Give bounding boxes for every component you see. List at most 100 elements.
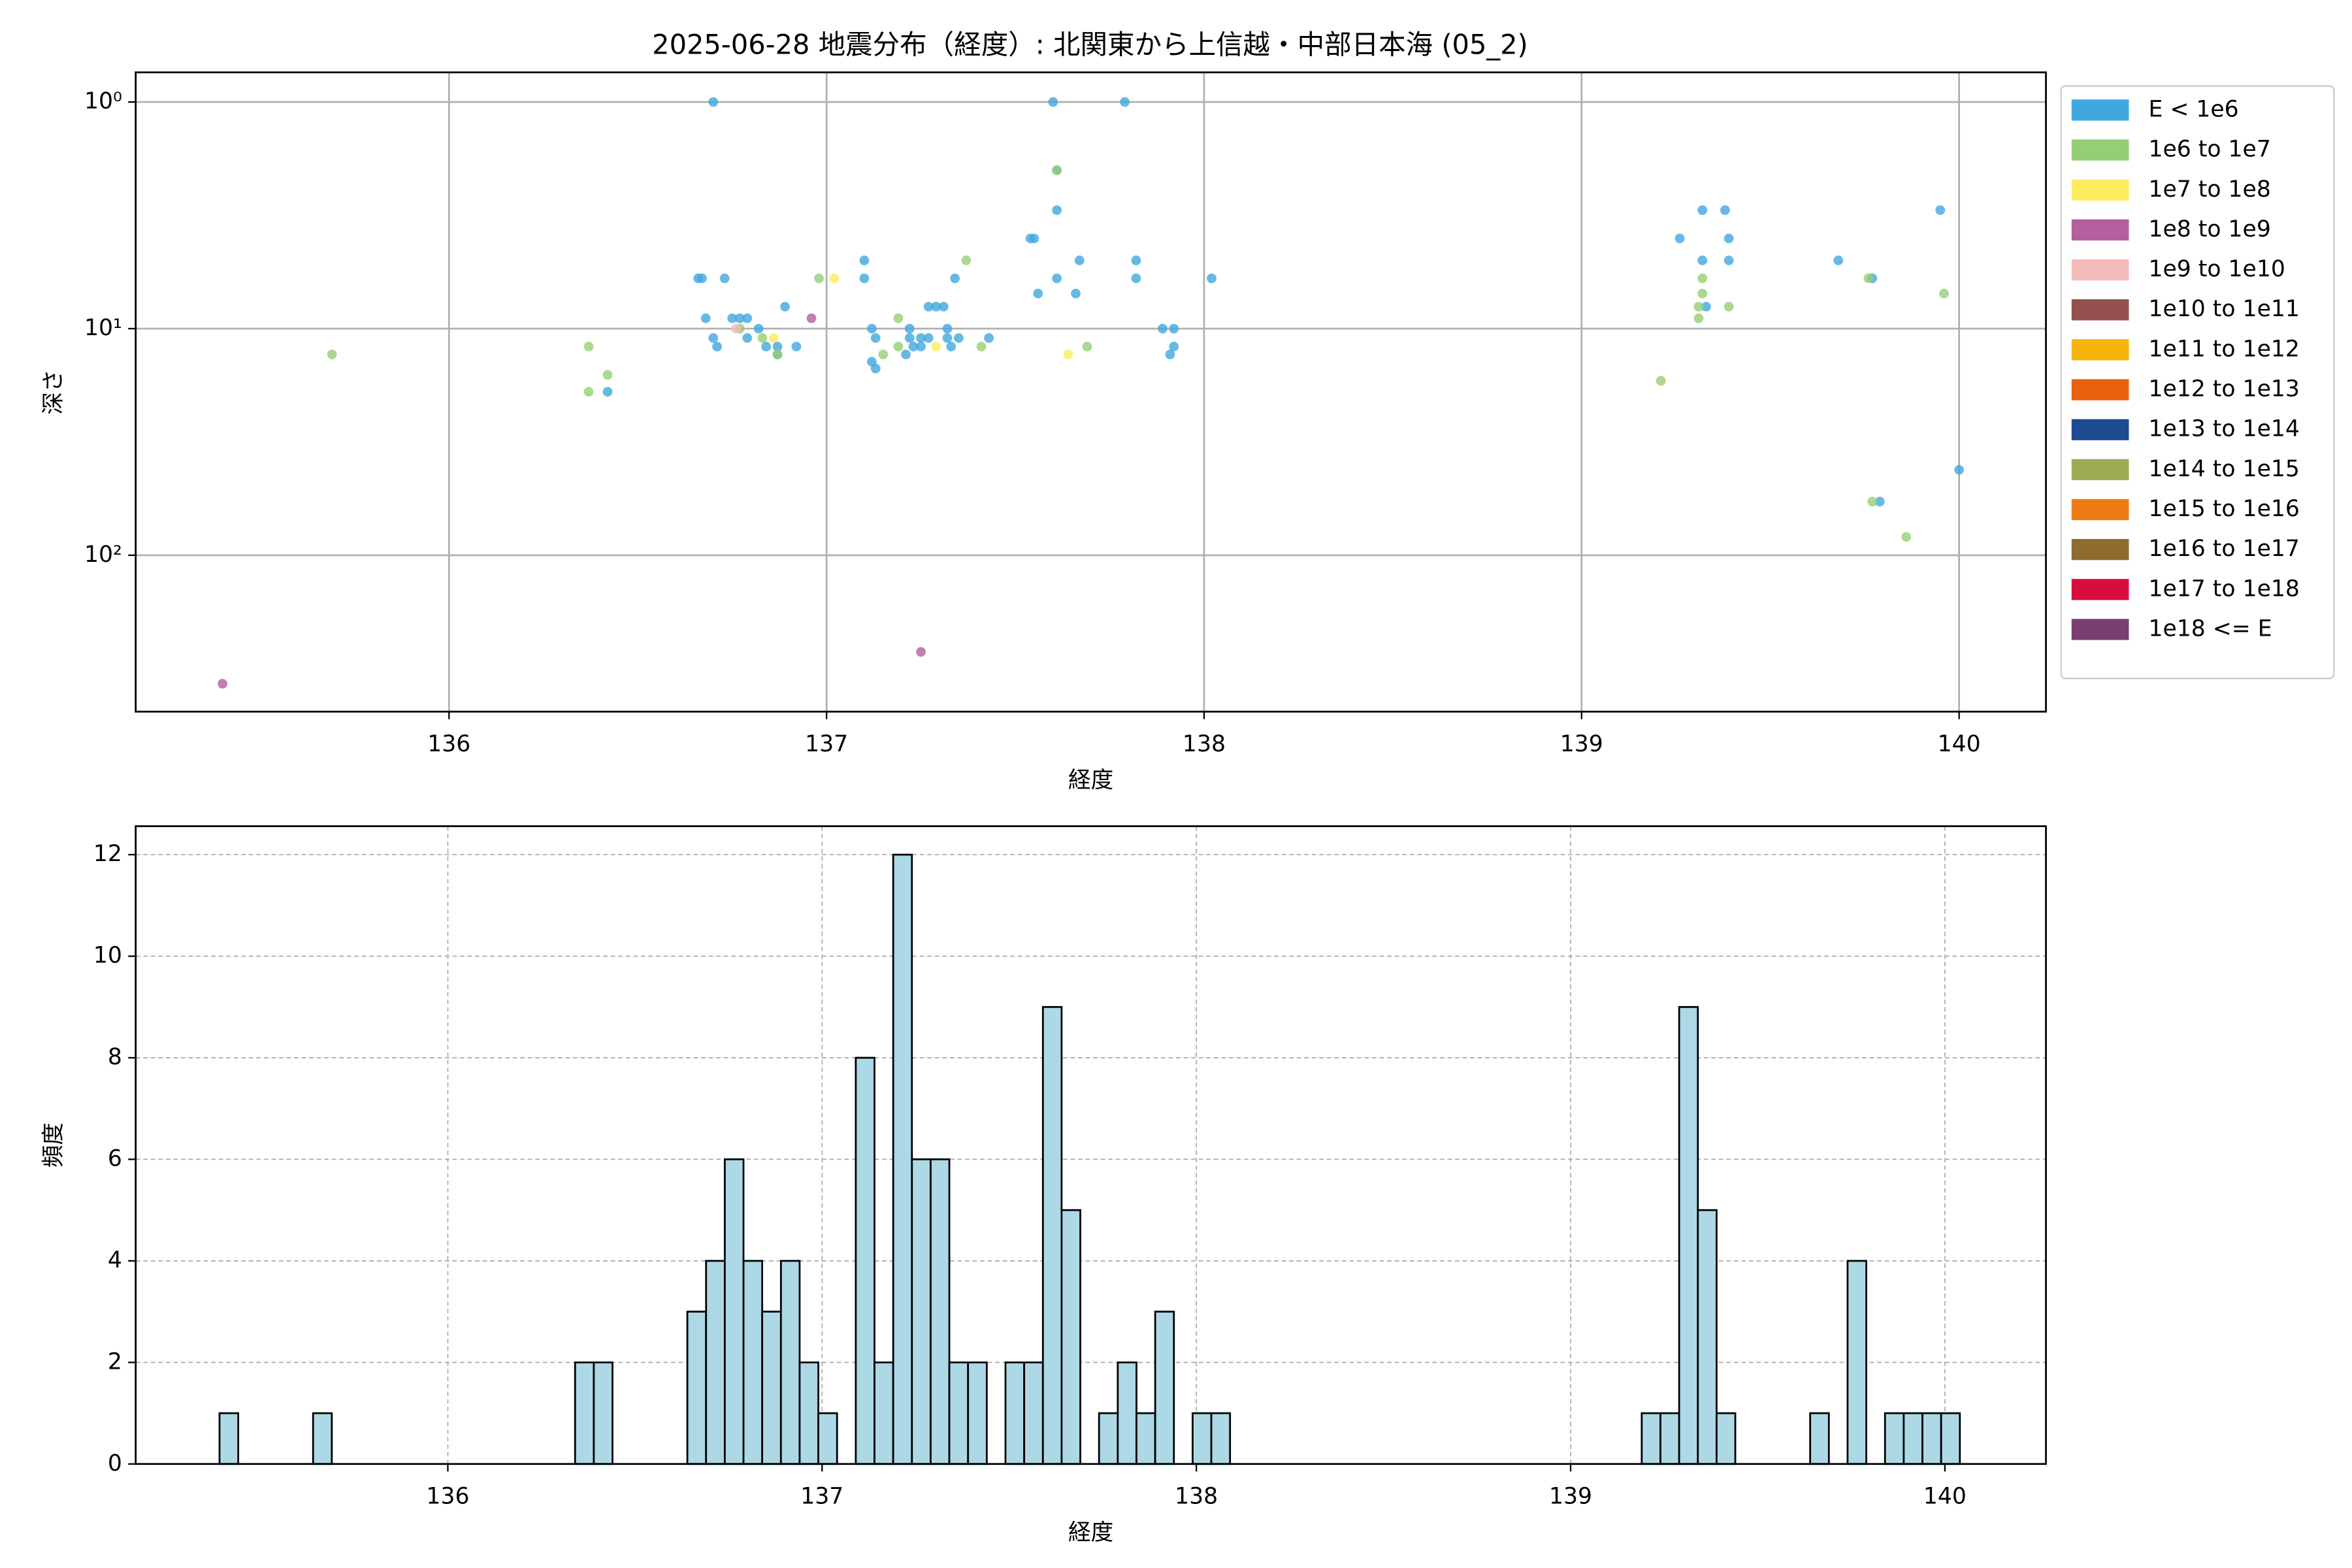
- y-axis-label: 頻度: [41, 1122, 67, 1168]
- histogram-bar: [1023, 1361, 1044, 1465]
- data-point: [1082, 342, 1092, 351]
- legend-swatch: [2071, 459, 2129, 480]
- histogram-bar: [817, 1412, 838, 1465]
- data-point: [1935, 205, 1946, 216]
- legend-swatch: [2071, 539, 2129, 561]
- legend-label: 1e6 to 1e7: [2148, 137, 2270, 163]
- data-point: [901, 350, 911, 359]
- y-tick-label: 4: [108, 1247, 122, 1273]
- data-point: [1863, 273, 1874, 284]
- data-point: [602, 387, 613, 397]
- data-point: [908, 342, 919, 351]
- x-tick-label: 136: [427, 731, 470, 757]
- histogram-bar: [967, 1361, 988, 1465]
- data-point: [953, 333, 964, 343]
- histogram-bar: [761, 1311, 782, 1465]
- histogram-bar: [1884, 1412, 1905, 1465]
- data-point: [1656, 376, 1666, 386]
- y-tick-label: 10¹: [84, 315, 122, 341]
- data-point: [1693, 313, 1704, 323]
- data-point: [1874, 497, 1885, 507]
- data-point: [893, 342, 904, 351]
- data-point: [1939, 288, 1949, 299]
- legend-swatch: [2071, 579, 2129, 600]
- data-point: [961, 255, 972, 265]
- plot-frame: [135, 71, 2047, 713]
- legend-swatch: [2071, 419, 2129, 440]
- y-tick-label: 12: [93, 841, 122, 867]
- legend-label: E < 1e6: [2148, 96, 2238, 122]
- data-point: [708, 333, 719, 343]
- histogram-bar: [1809, 1412, 1830, 1465]
- data-point: [1697, 288, 1708, 299]
- data-point: [1063, 350, 1073, 359]
- data-point: [583, 342, 594, 351]
- data-point: [904, 333, 915, 343]
- data-point: [1052, 273, 1062, 284]
- histogram-bar: [1060, 1209, 1081, 1465]
- data-point: [1029, 233, 1039, 244]
- legend-swatch: [2071, 498, 2129, 521]
- histogram-bar: [798, 1361, 819, 1465]
- data-point: [327, 350, 337, 359]
- histogram-bar: [1117, 1361, 1137, 1465]
- data-point: [923, 301, 934, 312]
- histogram-bar: [705, 1260, 726, 1465]
- data-point: [1901, 532, 1912, 542]
- legend-label: 1e11 to 1e12: [2148, 336, 2299, 362]
- legend-swatch: [2071, 139, 2129, 161]
- histogram-bar: [218, 1412, 240, 1465]
- data-point: [757, 333, 768, 343]
- data-point: [761, 342, 772, 351]
- data-point: [904, 323, 915, 334]
- legend-swatch: [2071, 299, 2129, 321]
- legend-label: 1e9 to 1e10: [2148, 256, 2285, 282]
- data-point: [870, 333, 881, 343]
- data-point: [916, 647, 926, 657]
- data-point: [1833, 255, 1844, 265]
- data-point: [1723, 233, 1734, 244]
- data-point: [976, 342, 987, 351]
- data-point: [893, 313, 904, 323]
- x-tick-label: 137: [805, 731, 848, 757]
- histogram-bar: [779, 1260, 801, 1465]
- data-point: [1674, 233, 1685, 244]
- histogram-bar: [1041, 1005, 1063, 1465]
- x-tick-label: 138: [1183, 731, 1226, 757]
- data-point: [1701, 301, 1711, 312]
- data-point: [1131, 273, 1141, 284]
- data-point: [870, 363, 881, 374]
- data-point: [1052, 205, 1062, 216]
- data-point: [583, 387, 594, 397]
- y-tick-label: 10²: [84, 542, 122, 568]
- histogram-bar: [1921, 1412, 1942, 1465]
- x-axis-label: 経度: [1068, 1520, 1113, 1546]
- data-point: [780, 301, 790, 312]
- legend-label: 1e18 <= E: [2148, 615, 2272, 642]
- histogram-bar: [911, 1158, 932, 1465]
- histogram-bar: [874, 1361, 894, 1465]
- histogram-bar: [1641, 1412, 1661, 1465]
- data-point: [791, 342, 802, 351]
- histogram-bar: [1903, 1412, 1923, 1465]
- data-point: [1697, 205, 1708, 216]
- x-tick-label: 140: [1923, 1484, 1967, 1510]
- data-point: [859, 273, 870, 284]
- histogram-bar: [930, 1158, 951, 1465]
- histogram-bar: [742, 1260, 764, 1465]
- legend-label: 1e13 to 1e14: [2148, 416, 2299, 442]
- data-point: [734, 313, 745, 323]
- histogram-bar: [855, 1056, 875, 1465]
- y-tick-label: 0: [108, 1450, 122, 1477]
- x-axis-label: 経度: [1068, 767, 1113, 793]
- legend-swatch: [2071, 619, 2129, 640]
- data-point: [1033, 288, 1043, 299]
- data-point: [1169, 342, 1179, 351]
- data-point: [1074, 255, 1085, 265]
- histogram-bar: [1192, 1412, 1213, 1465]
- legend-label: 1e16 to 1e17: [2148, 536, 2299, 562]
- histogram-bar: [686, 1311, 708, 1465]
- data-point: [946, 342, 956, 351]
- chart-title: 2025-06-28 地震分布（経度）: 北関東から上信越・中部日本海 (05_…: [652, 29, 1528, 61]
- histogram-bar: [1098, 1412, 1119, 1465]
